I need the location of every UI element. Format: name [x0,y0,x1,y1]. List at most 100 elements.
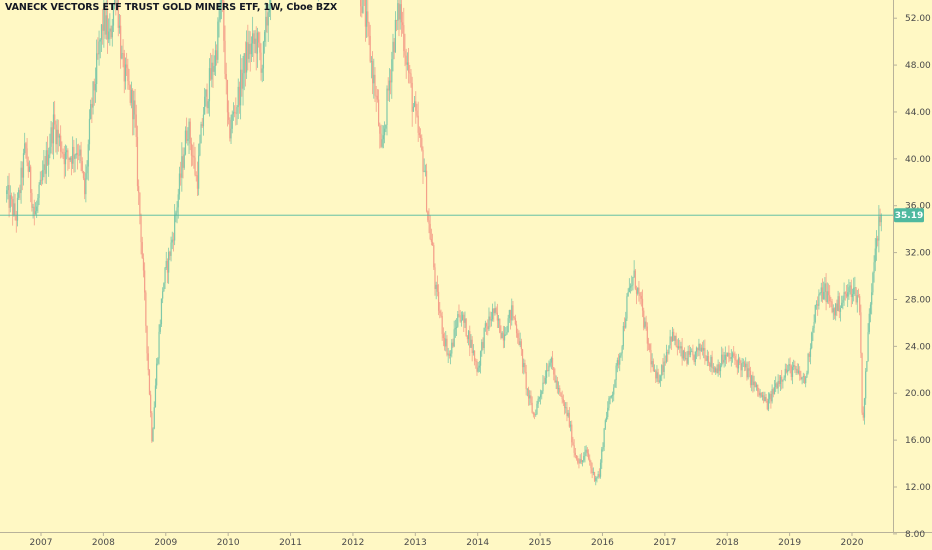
candle [778,374,780,387]
candle [243,53,245,91]
candle-body [839,308,842,312]
candle [63,145,65,179]
candle [79,145,81,164]
candle [434,263,436,296]
candle [88,109,91,151]
candle [689,346,692,358]
candle-body [706,356,708,361]
candle [635,285,638,305]
candle-body [416,110,418,116]
candle-body [383,128,386,136]
candle [832,304,834,320]
candle-body [735,359,737,361]
candle [790,364,792,381]
candle [647,337,650,351]
candle [214,41,217,77]
candle-body [557,387,560,390]
candle-body [585,449,587,452]
candle [731,351,734,363]
candle [821,278,824,303]
candle [430,228,432,246]
candle [572,436,574,446]
candle-body [743,362,746,368]
candle [517,328,519,344]
candle-body [12,199,14,216]
candle [12,196,14,226]
candle-body [777,380,779,389]
candle [764,391,766,402]
candle-body [629,286,632,288]
candle-body [154,385,157,408]
candle-body [368,22,370,36]
candle-body [833,308,836,316]
candle [7,175,9,200]
candle-body [189,121,191,144]
candle-body [796,368,798,373]
candle-body [25,143,27,149]
candle [578,458,580,469]
candle [725,352,728,364]
candle-body [827,291,830,296]
candle-body [471,339,473,354]
candle-body [157,358,159,364]
candle [691,348,693,353]
candle [363,0,365,7]
candle-body [455,326,458,329]
candle [265,2,267,47]
candle-body [769,394,771,400]
x-tick-label: 2017 [653,538,676,548]
candle-body [453,329,455,347]
candle [747,361,749,380]
candle [266,10,268,33]
candle [548,360,550,377]
candle-body [725,354,728,357]
candle-body [724,354,726,360]
candle-body [6,190,8,194]
candle [397,0,399,30]
candle-body [405,55,407,65]
candle [28,160,31,173]
candle [256,27,259,68]
candle-body [452,342,454,347]
candle [127,58,129,90]
candle-body [266,16,268,26]
candle-body [371,61,374,84]
candle [80,141,82,172]
candle-body [519,341,521,345]
candle-body [842,299,844,303]
candle [184,126,187,156]
candle [507,314,509,333]
candle [561,390,563,404]
candle [718,361,720,376]
candle-body [508,310,510,319]
candle [845,284,848,299]
candle [755,382,758,391]
candle [465,318,467,337]
candle [868,308,870,335]
candle [632,276,634,291]
candle-body [364,0,366,27]
candle [783,375,785,381]
candle-body [529,395,531,399]
candle [823,281,825,300]
candle [140,213,142,255]
candle-body [206,89,208,109]
candle [174,204,176,246]
candle [515,320,518,338]
candle-body [140,215,142,243]
candle [711,350,713,375]
candle [129,84,131,106]
candle-body [662,365,664,372]
candle [8,173,10,218]
candle [791,361,794,385]
candle [530,390,532,406]
candle [763,391,765,404]
candle [784,363,786,382]
candle-body [740,363,742,371]
candle-body [27,162,29,172]
candle-body [217,21,219,60]
candle-body [464,318,466,323]
y-tick-label: 48.00 [905,61,931,71]
